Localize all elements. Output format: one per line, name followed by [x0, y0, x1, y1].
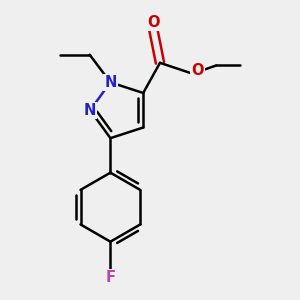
Text: N: N — [84, 103, 96, 118]
Text: N: N — [104, 75, 117, 90]
Text: O: O — [147, 15, 160, 30]
Text: O: O — [192, 63, 204, 78]
Text: F: F — [105, 270, 116, 285]
